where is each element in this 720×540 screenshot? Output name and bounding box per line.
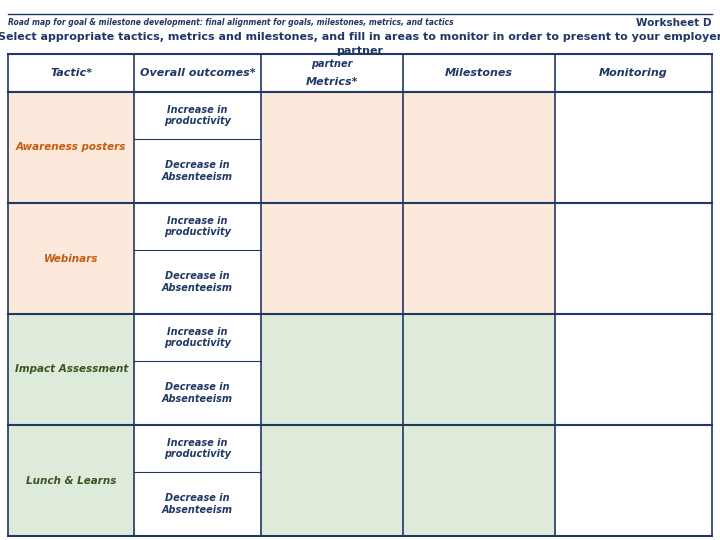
Bar [555, 203, 712, 314]
Text: partner: partner [336, 46, 384, 56]
Bar [403, 314, 555, 425]
Text: Webinars: Webinars [44, 253, 99, 264]
Text: partner: partner [311, 59, 353, 69]
Text: Increase in
productivity: Increase in productivity [164, 437, 231, 459]
Text: Increase in
productivity: Increase in productivity [164, 105, 231, 126]
Text: Metrics*: Metrics* [306, 77, 359, 87]
Bar [135, 425, 261, 471]
Bar [403, 92, 555, 203]
Bar [261, 139, 403, 203]
Bar [135, 203, 261, 249]
Bar [555, 314, 712, 425]
Bar [135, 314, 261, 361]
Bar [555, 425, 712, 536]
Text: Overall outcomes*: Overall outcomes* [140, 68, 256, 78]
Bar [261, 203, 403, 249]
Text: Decrease in
Absenteeism: Decrease in Absenteeism [162, 271, 233, 293]
Text: Milestones: Milestones [445, 68, 513, 78]
Bar [135, 361, 261, 425]
Bar [8, 92, 135, 203]
Text: Increase in
productivity: Increase in productivity [164, 215, 231, 237]
Bar [403, 425, 555, 536]
Text: Select appropriate tactics, metrics and milestones, and fill in areas to monitor: Select appropriate tactics, metrics and … [0, 32, 720, 42]
Bar [261, 471, 403, 536]
Bar [8, 314, 135, 425]
Text: Decrease in
Absenteeism: Decrease in Absenteeism [162, 493, 233, 515]
Text: Awareness posters: Awareness posters [16, 143, 127, 152]
Text: Monitoring: Monitoring [599, 68, 668, 78]
Bar [8, 203, 135, 314]
Bar [135, 92, 261, 139]
Bar [261, 361, 403, 425]
Text: Decrease in
Absenteeism: Decrease in Absenteeism [162, 160, 233, 181]
Text: Road map for goal & milestone development: final alignment for goals, milestones: Road map for goal & milestone developmen… [8, 18, 454, 27]
Bar [261, 314, 403, 361]
Text: Lunch & Learns: Lunch & Learns [26, 476, 117, 485]
Bar [261, 92, 403, 139]
Bar [135, 249, 261, 314]
Text: Impact Assessment: Impact Assessment [14, 364, 128, 375]
Bar [555, 92, 712, 203]
Text: Tactic*: Tactic* [50, 68, 92, 78]
Bar [261, 425, 403, 471]
Bar [8, 54, 712, 92]
Text: Worksheet D: Worksheet D [636, 18, 712, 28]
Bar [403, 203, 555, 314]
Text: Increase in
productivity: Increase in productivity [164, 327, 231, 348]
Bar [261, 249, 403, 314]
Bar [135, 139, 261, 203]
Bar [135, 471, 261, 536]
Bar [8, 425, 135, 536]
Text: Decrease in
Absenteeism: Decrease in Absenteeism [162, 382, 233, 403]
